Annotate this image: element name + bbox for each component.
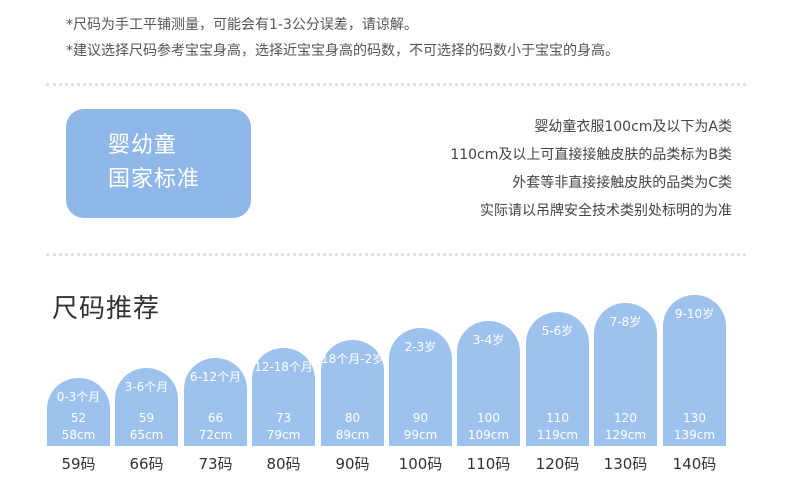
age-range-label: 3-6个月 <box>124 380 169 394</box>
size-bar: 18个月-2岁 80 89cm <box>321 340 384 446</box>
age-range-label: 3-4岁 <box>472 333 505 347</box>
size-code-label: 90码 <box>335 455 370 473</box>
height-min-label: 52 <box>70 411 87 425</box>
size-bar: 3-4岁 100 109cm <box>457 321 520 446</box>
height-max-label: 58cm <box>61 428 96 442</box>
height-min-label: 100 <box>477 411 500 425</box>
size-code-label: 120码 <box>535 455 580 473</box>
height-min-label: 73 <box>275 411 292 425</box>
height-max-label: 65cm <box>129 428 164 442</box>
size-code-label: 73码 <box>198 455 233 473</box>
size-code-label: 59码 <box>61 455 96 473</box>
age-range-label: 7-8岁 <box>609 315 642 329</box>
height-max-label: 79cm <box>266 428 301 442</box>
size-bar: 9-10岁 130 139cm <box>663 295 726 446</box>
size-code-label: 66码 <box>129 455 164 473</box>
height-min-label: 59 <box>138 411 155 425</box>
standard-line: 110cm及以上可直接接触皮肤的品类标为B类 <box>450 147 732 163</box>
size-bar: 0-3个月 52 58cm <box>47 378 110 446</box>
note-line: *尺码为手工平铺测量，可能会有1-3公分误差，请谅解。 <box>66 17 418 33</box>
age-range-label: 0-3个月 <box>56 390 101 404</box>
height-max-label: 89cm <box>335 428 370 442</box>
size-code-label: 110码 <box>466 455 511 473</box>
size-bar: 2-3岁 90 99cm <box>389 328 452 446</box>
standard-description: 婴幼童衣服100cm及以下为A类 110cm及以上可直接接触皮肤的品类标为B类 … <box>450 113 732 225</box>
size-code-label: 130码 <box>603 455 648 473</box>
size-recommendation-title: 尺码推荐 <box>52 294 161 324</box>
height-max-label: 139cm <box>673 428 716 442</box>
height-min-label: 130 <box>683 411 706 425</box>
dotted-divider <box>46 83 746 86</box>
height-max-label: 99cm <box>403 428 438 442</box>
size-bar: 12-18个月 73 79cm <box>252 348 315 446</box>
size-bar: 7-8岁 120 129cm <box>594 303 657 446</box>
size-code-label: 80码 <box>266 455 301 473</box>
height-max-label: 119cm <box>536 428 579 442</box>
height-max-label: 72cm <box>198 428 233 442</box>
height-min-label: 120 <box>614 411 637 425</box>
age-range-label: 5-6岁 <box>541 324 574 338</box>
age-range-label: 12-18个月 <box>254 360 313 374</box>
badge-line: 婴幼童 <box>108 133 178 158</box>
height-min-label: 66 <box>207 411 224 425</box>
standard-line: 婴幼童衣服100cm及以下为A类 <box>534 119 732 135</box>
size-code-label: 100码 <box>398 455 443 473</box>
note-line: *建议选择尺码参考宝宝身高，选择近宝宝身高的码数，不可选择的码数小于宝宝的身高。 <box>66 43 619 59</box>
height-max-label: 109cm <box>467 428 510 442</box>
size-bar: 6-12个月 66 72cm <box>184 358 247 446</box>
dotted-divider <box>46 253 746 256</box>
national-standard-badge: 婴幼童 国家标准 <box>66 109 251 218</box>
age-range-label: 6-12个月 <box>189 370 242 384</box>
size-bar: 5-6岁 110 119cm <box>526 312 589 446</box>
height-min-label: 80 <box>344 411 361 425</box>
age-range-label: 9-10岁 <box>674 307 715 321</box>
height-min-label: 90 <box>412 411 429 425</box>
measurement-notes: *尺码为手工平铺测量，可能会有1-3公分误差，请谅解。 *建议选择尺码参考宝宝身… <box>66 12 619 64</box>
standard-line: 实际请以吊牌安全技术类别处标明的为准 <box>480 203 732 219</box>
height-max-label: 129cm <box>604 428 647 442</box>
age-range-label: 2-3岁 <box>404 340 437 354</box>
age-range-label: 18个月-2岁 <box>321 352 385 366</box>
badge-line: 国家标准 <box>108 167 201 192</box>
standard-line: 外套等非直接接触皮肤的品类为C类 <box>512 175 732 191</box>
size-code-label: 140码 <box>672 455 717 473</box>
height-min-label: 110 <box>546 411 569 425</box>
size-bar: 3-6个月 59 65cm <box>115 368 178 446</box>
